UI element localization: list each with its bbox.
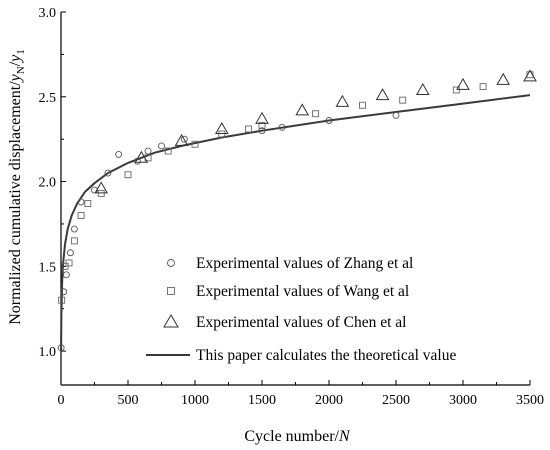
y-axis-label-den-sub: 1 [15, 49, 27, 55]
legend-label-zhang: Experimental values of Zhang et al [196, 255, 413, 272]
theory-curve [60, 94, 531, 352]
data-point-chen [94, 181, 109, 194]
x-tick-label: 3500 [516, 393, 544, 408]
x-axis-ticks: 0 500 1000 1500 2000 2500 3000 3500 [58, 380, 544, 408]
data-point-wang [65, 259, 73, 267]
y-tick-label: 2.0 [39, 176, 57, 191]
data-point-chen [456, 77, 470, 90]
y-axis-label-den: y [7, 54, 24, 64]
y-tick-label: 2.5 [39, 91, 57, 106]
data-point-wang [124, 171, 132, 179]
data-point-wang [359, 101, 366, 109]
data-point-zhang [77, 198, 85, 206]
data-point-wang [164, 147, 172, 155]
data-point-chen [255, 111, 269, 124]
data-point-wang [218, 130, 226, 138]
data-point-wang [58, 296, 66, 304]
x-tick-label: 2500 [382, 393, 410, 408]
legend-label-theory: This paper calculates the theoretical va… [196, 347, 456, 364]
legend-label-wang: Experimental values of Wang et al [196, 283, 409, 300]
data-point-zhang [392, 111, 400, 119]
data-point-chen [134, 150, 149, 163]
data-point-chen [415, 82, 430, 95]
data-point-wang [97, 189, 105, 197]
data-point-chen [214, 121, 229, 134]
data-point-wang [84, 200, 92, 208]
y-axis-label-slash: / [7, 61, 24, 66]
legend-marker-zhang [167, 259, 175, 267]
legend-marker-wang [167, 287, 175, 295]
data-point-zhang [66, 249, 74, 257]
x-tick-label: 500 [118, 393, 139, 408]
x-tick-label: 3000 [449, 393, 477, 408]
x-tick-label: 1000 [181, 393, 209, 408]
series-layer [57, 69, 537, 352]
y-axis-ticks: 1.0 1.5 2.0 2.5 3.0 [39, 6, 66, 360]
data-point-zhang [258, 127, 266, 135]
data-point-zhang [62, 271, 70, 279]
y-axis-label-num: y [7, 73, 24, 83]
data-point-chen [523, 69, 537, 82]
x-tick-label: 1500 [248, 393, 276, 408]
x-axis-label-text: Cycle number/ [244, 428, 339, 445]
data-point-zhang [144, 147, 152, 155]
data-point-zhang [180, 135, 188, 143]
x-tick-label: 2000 [315, 393, 343, 408]
x-axis-label-var: N [338, 428, 351, 445]
y-axis-label: Normalized cumulative displacement/yN/y1 [7, 49, 27, 325]
data-point-zhang [57, 344, 65, 352]
data-point-wang [479, 83, 487, 91]
data-point-chen [174, 133, 189, 146]
x-tick-label: 0 [58, 393, 65, 408]
y-axis-label-text: Normalized cumulative displacement/ [7, 81, 24, 325]
data-point-chen [496, 72, 511, 85]
data-point-wang [245, 125, 253, 133]
data-point-chen [295, 103, 310, 116]
data-point-wang [70, 237, 78, 245]
legend-label-chen: Experimental values of Chen et al [196, 314, 406, 331]
data-point-zhang [91, 186, 98, 194]
legend-marker-chen [163, 314, 179, 328]
data-point-wang [312, 110, 320, 118]
data-point-zhang [158, 142, 165, 150]
x-axis-label: Cycle number/N [244, 428, 351, 445]
data-point-wang [399, 96, 407, 104]
data-point-zhang [278, 123, 286, 131]
data-point-wang [191, 140, 199, 148]
data-point-wang [452, 86, 460, 94]
legend: Experimental values of Zhang et al Exper… [146, 255, 456, 364]
data-point-wang [77, 212, 85, 219]
y-tick-label: 1.0 [39, 345, 57, 360]
y-tick-label: 1.5 [39, 260, 57, 275]
data-point-chen [375, 88, 390, 101]
data-point-zhang [325, 117, 333, 124]
data-point-zhang [70, 225, 78, 233]
data-point-wang [258, 122, 266, 130]
data-point-zhang [104, 169, 112, 177]
data-point-zhang [60, 288, 68, 296]
y-tick-label: 3.0 [39, 6, 57, 21]
data-point-zhang [115, 150, 123, 158]
y-axis-label-num-sub: N [15, 66, 27, 74]
data-point-chen [335, 94, 350, 107]
